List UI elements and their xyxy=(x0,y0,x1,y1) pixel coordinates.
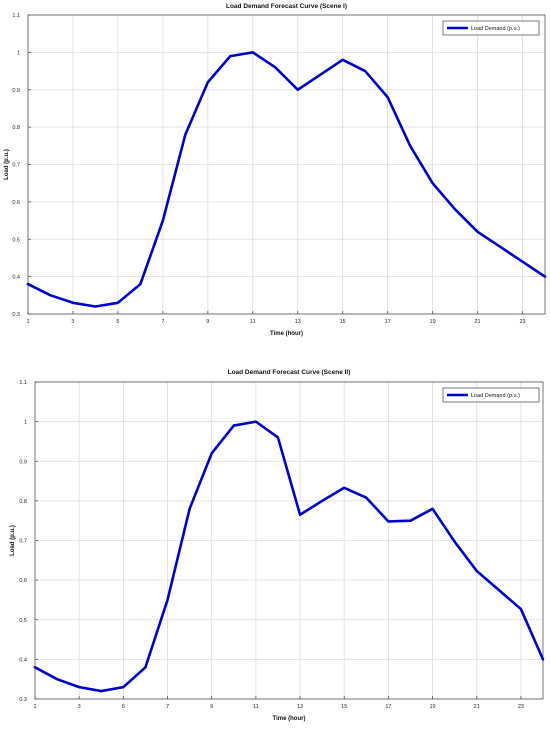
y-tick-label: 0.8 xyxy=(19,499,27,505)
x-axis-label: Time (hour) xyxy=(273,716,306,722)
chart-title: Load Demand Forecast Curve (Scene I) xyxy=(226,3,347,10)
x-tick-label: 7 xyxy=(166,704,169,710)
y-tick-label: 1 xyxy=(24,420,27,426)
chart-scene-2: 1 3 5 7 9 11 13 15 17 19 21 230.30.40.50.60.70.80.9… xyxy=(10,369,545,722)
y-tick-label: 0.6 xyxy=(12,200,20,206)
y-tick-label: 1.1 xyxy=(19,380,27,386)
legend-label: Load Demand (p.u.) xyxy=(471,26,520,32)
x-tick-label: 15 xyxy=(341,704,347,710)
y-tick-label: 1.1 xyxy=(12,13,20,19)
y-tick-label: 0.8 xyxy=(12,125,20,131)
legend: Load Demand (p.u.) xyxy=(442,387,540,403)
y-tick-label: 0.4 xyxy=(19,657,27,663)
y-tick-label: 0.3 xyxy=(12,312,20,318)
y-axis-label: Load (p.u.) xyxy=(10,525,16,556)
x-tick-label: 19 xyxy=(430,704,436,710)
series-line-load-demand xyxy=(26,51,547,308)
x-tick-label: 9 xyxy=(206,319,209,325)
x-tick-label: 11 xyxy=(253,704,259,710)
x-tick-label: 15 xyxy=(340,319,346,325)
y-tick-label: 0.9 xyxy=(12,88,20,94)
legend: Load Demand (p.u.) xyxy=(442,20,540,36)
x-tick-label: 11 xyxy=(250,319,256,325)
x-tick-label: 17 xyxy=(385,704,391,710)
y-tick-label: 1 xyxy=(17,50,20,56)
legend-label: Load Demand (p.u.) xyxy=(471,393,520,399)
x-axis-label: Time (hour) xyxy=(270,331,303,337)
chart-scene-1: 1 3 5 7 9 11 13 15 17 19 21 230.30.40.50.60.70.80.9… xyxy=(4,3,547,337)
y-tick-label: 0.7 xyxy=(19,539,27,545)
y-tick-label: 0.4 xyxy=(12,275,20,281)
x-tick-label: 21 xyxy=(475,319,481,325)
x-tick-label: 13 xyxy=(295,319,301,325)
y-tick-label: 0.5 xyxy=(19,618,27,624)
x-tick-label: 13 xyxy=(297,704,303,710)
x-tick-label: 23 xyxy=(519,319,525,325)
x-tick-label: 9 xyxy=(210,704,213,710)
y-tick-label: 0.6 xyxy=(19,578,27,584)
y-axis-label: Load (p.u.) xyxy=(4,149,10,180)
x-tick-label: 5 xyxy=(122,704,125,710)
y-tick-label: 0.5 xyxy=(12,237,20,243)
y-tick-label: 0.3 xyxy=(19,697,27,703)
x-tick-label: 1 xyxy=(26,319,29,325)
x-tick-label: 23 xyxy=(518,704,524,710)
x-tick-label: 5 xyxy=(116,319,119,325)
x-tick-label: 3 xyxy=(78,704,81,710)
x-tick-label: 19 xyxy=(430,319,436,325)
chart-title: Load Demand Forecast Curve (Scene II) xyxy=(228,369,351,376)
series-line-load-demand xyxy=(33,420,545,693)
x-tick-label: 21 xyxy=(474,704,480,710)
x-tick-label: 1 xyxy=(33,704,36,710)
legend-box xyxy=(442,20,540,36)
x-tick-label: 7 xyxy=(161,319,164,325)
x-tick-label: 17 xyxy=(385,319,391,325)
legend-box xyxy=(442,387,540,403)
y-tick-label: 0.9 xyxy=(19,459,27,465)
x-tick-label: 3 xyxy=(71,319,74,325)
y-tick-label: 0.7 xyxy=(12,163,20,169)
